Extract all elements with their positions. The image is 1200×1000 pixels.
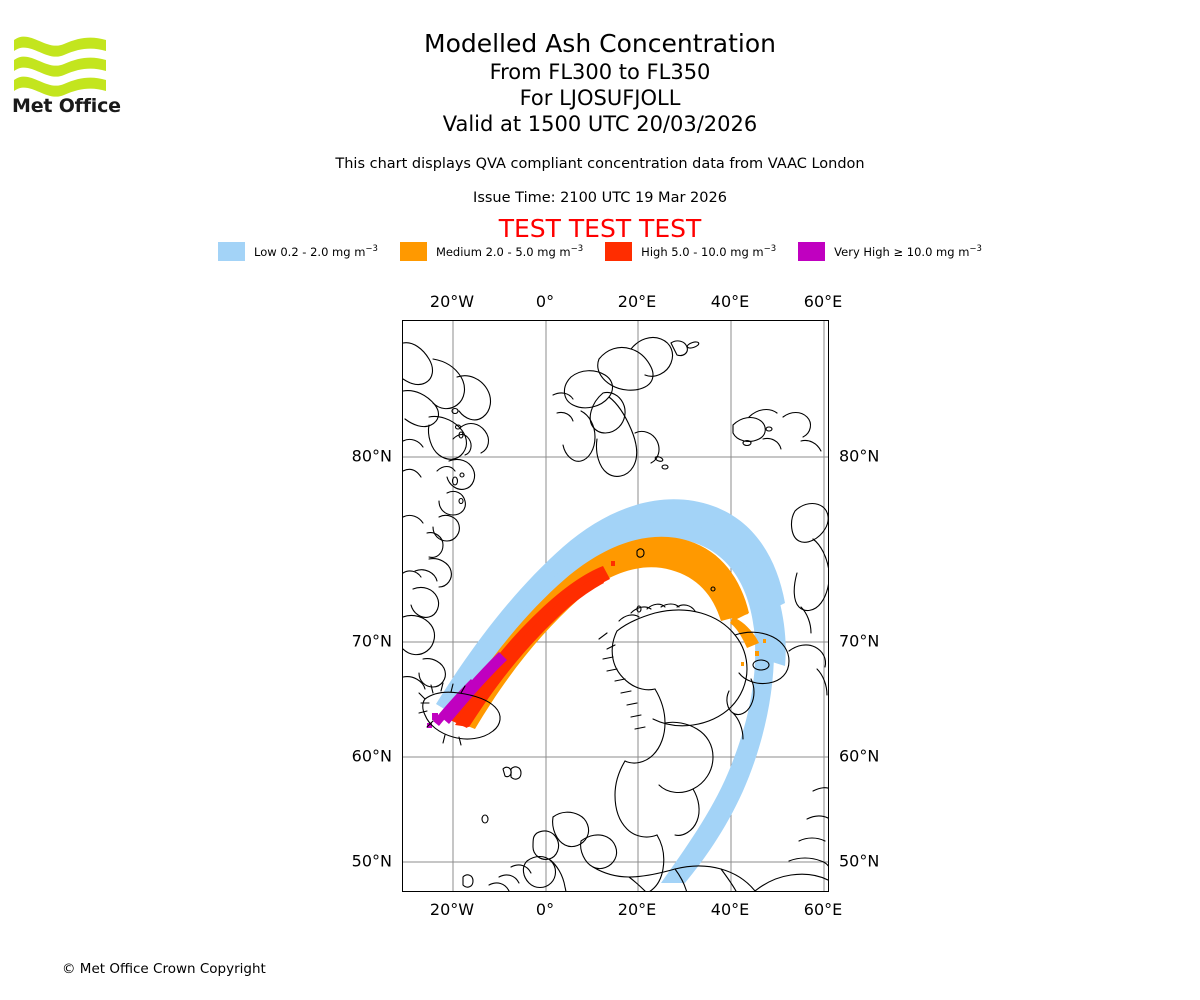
title-valid-time: Valid at 1500 UTC 20/03/2026	[442, 112, 758, 136]
legend-label-low: Low 0.2 - 2.0 mg m−3	[254, 244, 378, 259]
lon-tick-bottom-0: 0°	[535, 900, 555, 919]
ash-plume-low	[436, 499, 786, 883]
logo-waves	[14, 36, 106, 97]
lat-tick-left-60: 60°N	[351, 746, 392, 766]
lat-tick-right-80: 80°N	[839, 446, 880, 466]
legend-label-medium: Medium 2.0 - 5.0 mg m−3	[435, 244, 584, 259]
legend-item-medium: Medium 2.0 - 5.0 mg m−3	[399, 242, 584, 261]
legend-item-high: High 5.0 - 10.0 mg m−3	[605, 242, 776, 261]
met-office-logo: Met Office	[12, 26, 122, 116]
issue-time: Issue Time: 2100 UTC 19 Mar 2026	[473, 190, 727, 206]
legend: Low 0.2 - 2.0 mg m−3 Medium 2.0 - 5.0 mg …	[0, 242, 1200, 261]
lat-tick-right-50: 50°N	[839, 851, 880, 871]
map-coastlines	[403, 336, 828, 891]
ash-plume-high	[450, 561, 615, 728]
title-volcano: For LJOSUFJOLL	[519, 86, 681, 110]
qva-note: This chart displays QVA compliant concen…	[335, 156, 865, 172]
lat-tick-left-70: 70°N	[351, 631, 392, 651]
page-title: Modelled Ash Concentration	[424, 29, 776, 58]
test-banner: TEST TEST TEST	[498, 214, 702, 243]
legend-item-very-high: Very High ≥ 10.0 mg m−3	[798, 242, 982, 261]
legend-swatch-high	[605, 242, 633, 261]
legend-swatch-medium	[399, 242, 427, 261]
legend-swatch-very-high	[798, 242, 826, 261]
lat-tick-right-60: 60°N	[839, 746, 880, 766]
lon-tick-bottom--20: 20°W	[429, 900, 475, 919]
title-flight-levels: From FL300 to FL350	[489, 60, 711, 84]
legend-label-high: High 5.0 - 10.0 mg m−3	[641, 244, 777, 259]
lat-tick-left-50: 50°N	[351, 851, 392, 871]
lon-tick-top-40: 40°E	[710, 292, 750, 311]
lat-tick-right-70: 70°N	[839, 631, 880, 651]
lon-tick-top-0: 0°	[535, 292, 555, 311]
met-office-logo-svg: Met Office	[12, 36, 121, 116]
ash-plume-very-high	[427, 652, 507, 728]
legend-swatch-low	[218, 242, 246, 261]
lon-tick-top-20: 20°E	[617, 292, 657, 311]
legend-label-very-high: Very High ≥ 10.0 mg m−3	[834, 244, 982, 259]
lon-tick-top-60: 60°E	[803, 292, 843, 311]
copyright-text: © Met Office Crown Copyright	[62, 961, 266, 977]
lon-tick-bottom-20: 20°E	[617, 900, 657, 919]
map-gridlines	[403, 321, 828, 891]
logo-text: Met Office	[12, 95, 121, 116]
map-svg	[403, 321, 828, 891]
map-plot-area[interactable]	[402, 320, 829, 892]
lon-tick-top--20: 20°W	[429, 292, 475, 311]
lon-tick-bottom-40: 40°E	[710, 900, 750, 919]
chart-title-block: Modelled Ash Concentration From FL300 to…	[0, 28, 1200, 137]
lon-tick-bottom-60: 60°E	[803, 900, 843, 919]
lat-tick-left-80: 80°N	[351, 446, 392, 466]
legend-item-low: Low 0.2 - 2.0 mg m−3	[218, 242, 378, 261]
